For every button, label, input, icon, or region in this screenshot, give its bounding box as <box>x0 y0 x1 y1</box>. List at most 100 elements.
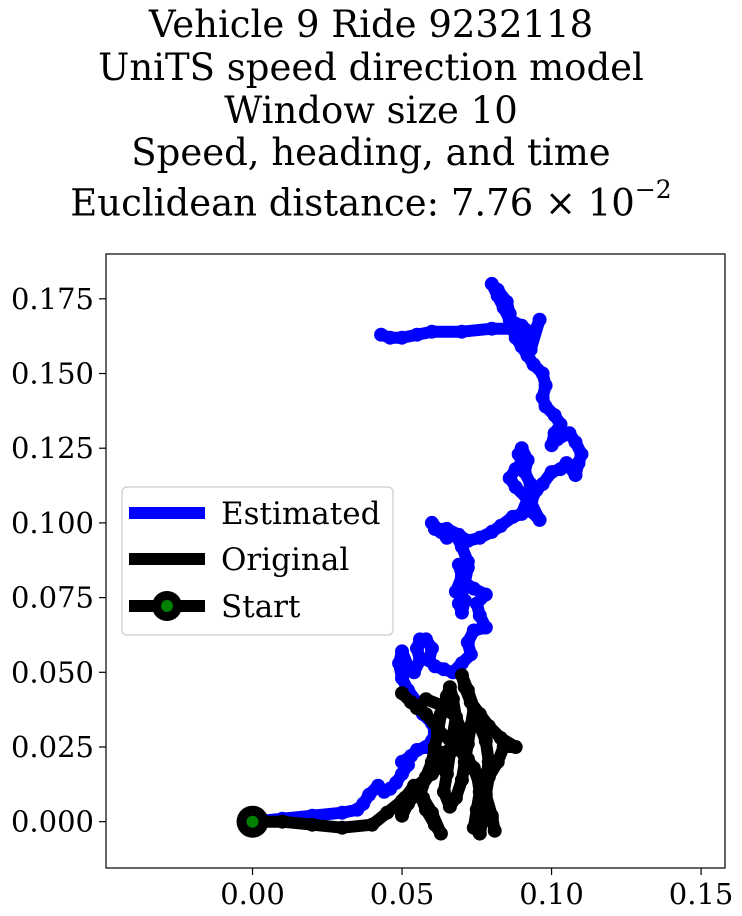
series-point-estimated <box>484 276 499 291</box>
series-point-original <box>478 734 493 748</box>
series-point-original <box>413 781 427 796</box>
series-point-original <box>275 814 290 829</box>
y-tick-label: 0.100 <box>11 506 94 540</box>
series-point-original <box>448 710 463 725</box>
series-point-estimated <box>395 644 409 659</box>
series-point-estimated <box>472 530 487 545</box>
series-point-original <box>481 754 496 769</box>
series-point-estimated <box>526 327 541 342</box>
series-point-original <box>478 772 493 787</box>
series-point-original <box>460 725 475 740</box>
series-point-estimated <box>460 554 475 569</box>
series-point-estimated <box>395 671 409 686</box>
series-point-original <box>395 686 409 701</box>
series-point-estimated <box>484 321 499 336</box>
series-point-original <box>424 805 439 820</box>
series-point-original <box>475 811 490 826</box>
series-point-estimated <box>535 477 550 492</box>
title-line-5: Euclidean distance: 7.76 × 10−2 <box>0 172 742 225</box>
series-point-estimated <box>538 378 553 393</box>
series-point-original <box>454 772 469 787</box>
y-tick-label: 0.025 <box>11 730 94 764</box>
series-point-original <box>436 746 451 760</box>
series-point-estimated <box>535 366 550 381</box>
title-distance-text: Euclidean distance: 7.76 × 10 <box>70 181 635 225</box>
series-point-original <box>419 707 433 722</box>
title-exponent: −2 <box>634 175 672 204</box>
series-point-estimated <box>454 656 469 671</box>
title-line-4: Speed, heading, and time <box>131 131 611 174</box>
series-point-estimated <box>395 330 409 345</box>
series-point-estimated <box>547 408 562 423</box>
series-point-estimated <box>520 453 535 468</box>
y-tick-label: 0.075 <box>11 581 94 615</box>
series-point-estimated <box>505 321 520 336</box>
series-point-original <box>439 689 454 704</box>
x-tick-label: 0.00 <box>220 877 285 911</box>
title-line-2: UniTS speed direction model <box>98 46 644 89</box>
series-point-original <box>433 826 448 841</box>
series-point-estimated <box>374 327 389 342</box>
legend-box <box>121 486 394 636</box>
series-point-original <box>457 743 472 757</box>
series-point-estimated <box>424 324 439 339</box>
series-layer <box>245 276 589 841</box>
series-point-original <box>436 784 451 799</box>
series-point-estimated <box>568 468 583 483</box>
title-line-3: Window size 10 <box>224 89 518 132</box>
series-point-original <box>442 799 457 814</box>
series-point-estimated <box>562 426 577 441</box>
series-point-estimated <box>514 441 529 456</box>
series-point-estimated <box>407 665 421 680</box>
series-point-estimated <box>410 327 424 342</box>
legend-start-marker <box>161 600 173 612</box>
series-point-estimated <box>523 504 538 518</box>
series-point-estimated <box>517 465 532 480</box>
legend: Estimated Original Start <box>121 486 394 636</box>
series-point-original <box>305 817 320 832</box>
series-point-estimated <box>574 447 589 462</box>
series-point-estimated <box>454 324 469 339</box>
series-point-estimated <box>362 787 377 802</box>
x-tick-label: 0.05 <box>370 877 435 911</box>
series-point-estimated <box>490 288 505 303</box>
series-point-original <box>439 766 454 781</box>
series-point-estimated <box>424 641 439 656</box>
plot-area <box>236 276 589 841</box>
y-tick-label: 0.150 <box>11 357 94 391</box>
legend-estimated-label: Estimated <box>221 496 380 532</box>
start-layer <box>236 805 269 838</box>
legend-start-label: Start <box>221 589 301 625</box>
series-point-estimated <box>466 623 481 638</box>
x-tick-label: 0.10 <box>519 877 584 911</box>
start-marker <box>246 815 259 828</box>
series-point-estimated <box>469 596 484 611</box>
series-point-estimated <box>478 620 493 635</box>
series-point-estimated <box>544 438 559 453</box>
series-point-original <box>460 683 475 698</box>
x-axis-ticks: 0.00 0.05 0.10 0.15 <box>220 868 733 911</box>
series-point-original <box>487 823 502 838</box>
series-point-estimated <box>335 805 350 820</box>
series-point-original <box>508 740 523 754</box>
series-point-original <box>404 695 418 710</box>
series-point-estimated <box>451 596 466 611</box>
legend-original-label: Original <box>221 542 349 578</box>
series-point-original <box>401 796 415 811</box>
series-point-estimated <box>457 578 472 593</box>
series-point-estimated <box>514 333 529 348</box>
axes-frame <box>105 253 726 869</box>
series-point-estimated <box>460 635 475 650</box>
series-point-estimated <box>532 512 547 527</box>
series-point-original <box>395 808 409 823</box>
series-point-original <box>430 725 445 740</box>
series-point-estimated <box>532 312 547 327</box>
series-point-original <box>466 710 481 725</box>
series-point-original <box>493 731 508 745</box>
series-point-estimated <box>427 521 442 536</box>
series-point-original <box>433 707 448 722</box>
series-point-original <box>335 820 350 835</box>
series-point-original <box>472 826 487 841</box>
series-point-estimated <box>460 533 475 548</box>
